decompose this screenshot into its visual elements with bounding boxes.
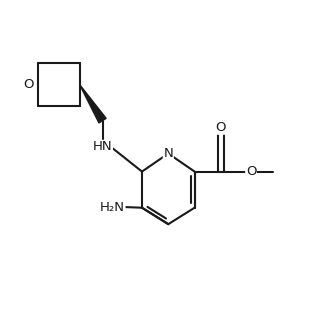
Text: O: O — [246, 165, 256, 178]
Polygon shape — [80, 84, 106, 123]
Text: H₂N: H₂N — [100, 201, 125, 214]
Text: HN: HN — [93, 141, 113, 153]
Text: N: N — [163, 147, 173, 160]
Text: O: O — [23, 78, 34, 91]
Text: O: O — [215, 121, 226, 134]
